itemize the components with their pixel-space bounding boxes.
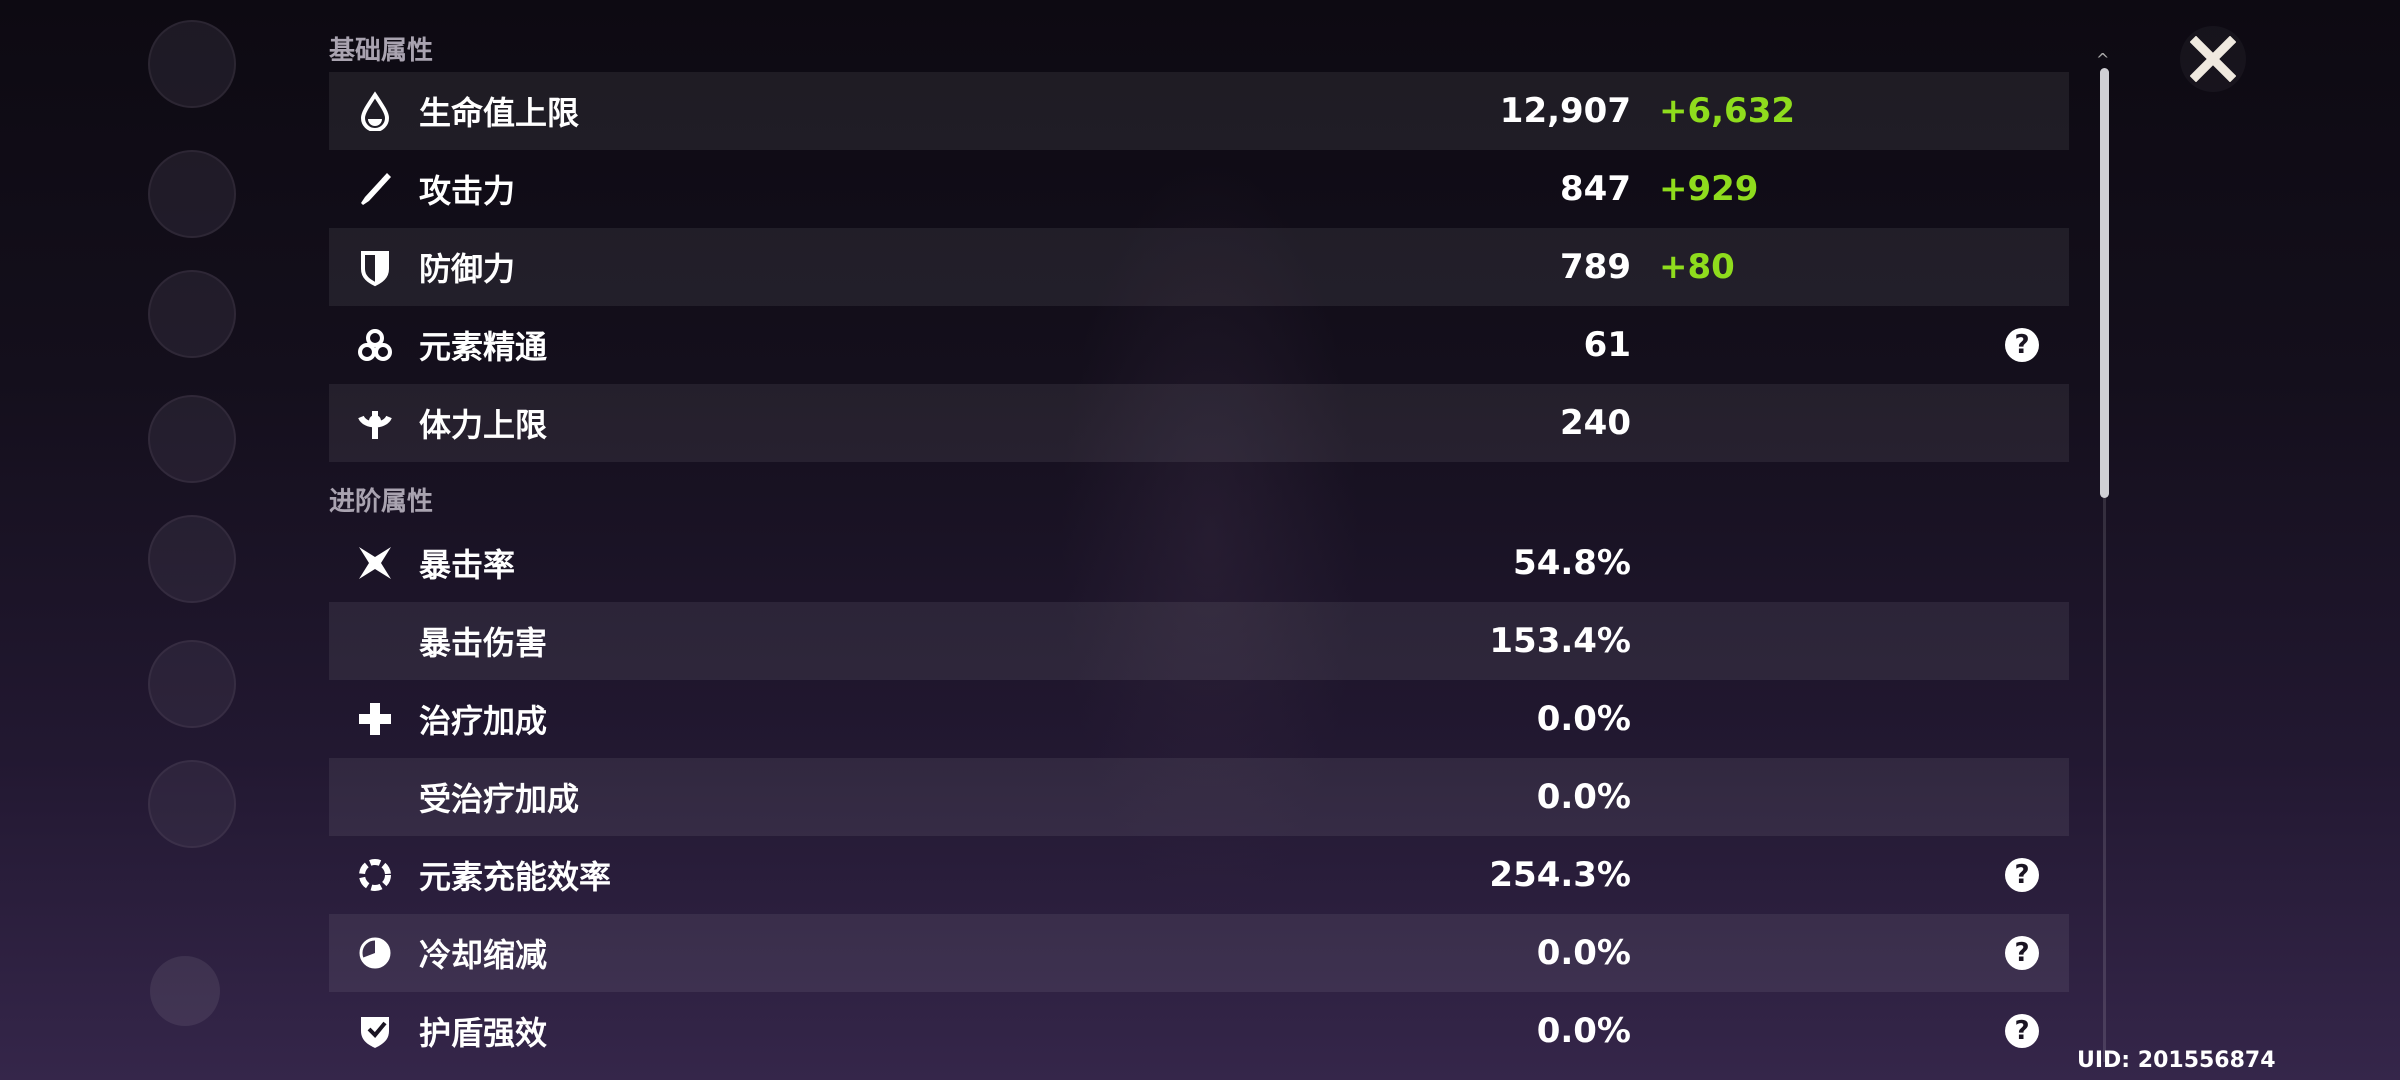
sidebar-avatar[interactable] bbox=[148, 270, 236, 358]
stat-row: 生命值上限 12,907 +6,632 bbox=[329, 72, 2069, 150]
stat-label: 治疗加成 bbox=[419, 702, 548, 740]
stat-value: 153.4% bbox=[1489, 621, 1631, 661]
sidebar-avatar[interactable] bbox=[148, 640, 236, 728]
stat-row: 护盾强效 0.0%? bbox=[329, 992, 2069, 1070]
scrollbar-track[interactable] bbox=[2103, 72, 2106, 1062]
stat-value: 240 bbox=[1560, 403, 1631, 443]
stat-label: 元素精通 bbox=[419, 328, 548, 366]
stat-row: 治疗加成 0.0% bbox=[329, 680, 2069, 758]
atk-sword-icon bbox=[355, 169, 395, 209]
stat-bonus: +929 bbox=[1659, 169, 1759, 209]
help-icon[interactable]: ? bbox=[2005, 936, 2039, 970]
stat-row: 暴击率 54.8% bbox=[329, 524, 2069, 602]
def-shield-icon bbox=[355, 247, 395, 287]
close-button[interactable] bbox=[2180, 26, 2246, 92]
stat-bonus: +80 bbox=[1659, 247, 1735, 287]
scrollbar-thumb[interactable] bbox=[2100, 68, 2109, 498]
stat-label: 受治疗加成 bbox=[419, 780, 580, 818]
stat-label: 冷却缩减 bbox=[419, 936, 548, 974]
character-sidebar bbox=[140, 0, 250, 1080]
stat-value: 0.0% bbox=[1536, 777, 1631, 817]
stamina-icon bbox=[355, 403, 395, 443]
stat-label: 元素充能效率 bbox=[419, 858, 612, 896]
stat-value: 254.3% bbox=[1489, 855, 1631, 895]
scroll-up-icon: ^ bbox=[2096, 50, 2110, 69]
section-title-advanced: 进阶属性 bbox=[329, 487, 434, 517]
stat-bonus: +6,632 bbox=[1659, 91, 1796, 131]
stat-label: 护盾强效 bbox=[419, 1014, 548, 1052]
stat-row: 防御力 789 +80 bbox=[329, 228, 2069, 306]
section-title-basic: 基础属性 bbox=[329, 36, 434, 66]
stat-value: 789 bbox=[1560, 247, 1631, 287]
stat-value: 12,907 bbox=[1499, 91, 1631, 131]
sidebar-avatar[interactable] bbox=[148, 395, 236, 483]
stat-label: 暴击率 bbox=[419, 546, 516, 584]
stat-row: 冷却缩减 0.0%? bbox=[329, 914, 2069, 992]
sidebar-avatar[interactable] bbox=[148, 150, 236, 238]
menu-grid-button[interactable] bbox=[150, 956, 220, 1026]
stat-label: 生命值上限 bbox=[419, 94, 580, 132]
stat-row: 元素充能效率 254.3%? bbox=[329, 836, 2069, 914]
stat-row: 受治疗加成 0.0% bbox=[329, 758, 2069, 836]
stat-value: 0.0% bbox=[1536, 699, 1631, 739]
stat-label: 暴击伤害 bbox=[419, 624, 548, 662]
shield-strength-icon bbox=[355, 1011, 395, 1051]
energy-recharge-icon bbox=[355, 855, 395, 895]
stat-value: 0.0% bbox=[1536, 1011, 1631, 1051]
stat-row: 体力上限 240 bbox=[329, 384, 2069, 462]
stat-value: 61 bbox=[1583, 325, 1631, 365]
help-icon[interactable]: ? bbox=[2005, 858, 2039, 892]
help-icon[interactable]: ? bbox=[2005, 1014, 2039, 1048]
character-background-figure bbox=[1060, 160, 1360, 920]
stat-value: 847 bbox=[1560, 169, 1631, 209]
stat-row: 暴击伤害 153.4% bbox=[329, 602, 2069, 680]
sidebar-avatar[interactable] bbox=[148, 515, 236, 603]
stat-label: 体力上限 bbox=[419, 406, 548, 444]
blank-icon bbox=[355, 621, 395, 661]
healing-cross-icon bbox=[355, 699, 395, 739]
stat-row: 元素精通 61? bbox=[329, 306, 2069, 384]
help-icon[interactable]: ? bbox=[2005, 328, 2039, 362]
cd-reduction-icon bbox=[355, 933, 395, 973]
blank-icon bbox=[355, 777, 395, 817]
hp-drop-icon bbox=[355, 91, 395, 131]
close-icon bbox=[2190, 36, 2236, 82]
elemental-mastery-icon bbox=[355, 325, 395, 365]
crit-star-icon bbox=[355, 543, 395, 583]
uid-label: UID: 201556874 bbox=[2077, 1048, 2276, 1073]
stat-value: 0.0% bbox=[1536, 933, 1631, 973]
stat-label: 攻击力 bbox=[419, 172, 516, 210]
stat-row: 攻击力 847 +929 bbox=[329, 150, 2069, 228]
stat-value: 54.8% bbox=[1513, 543, 1631, 583]
sidebar-avatar[interactable] bbox=[148, 760, 236, 848]
stat-label: 防御力 bbox=[419, 250, 516, 288]
sidebar-avatar[interactable] bbox=[148, 20, 236, 108]
